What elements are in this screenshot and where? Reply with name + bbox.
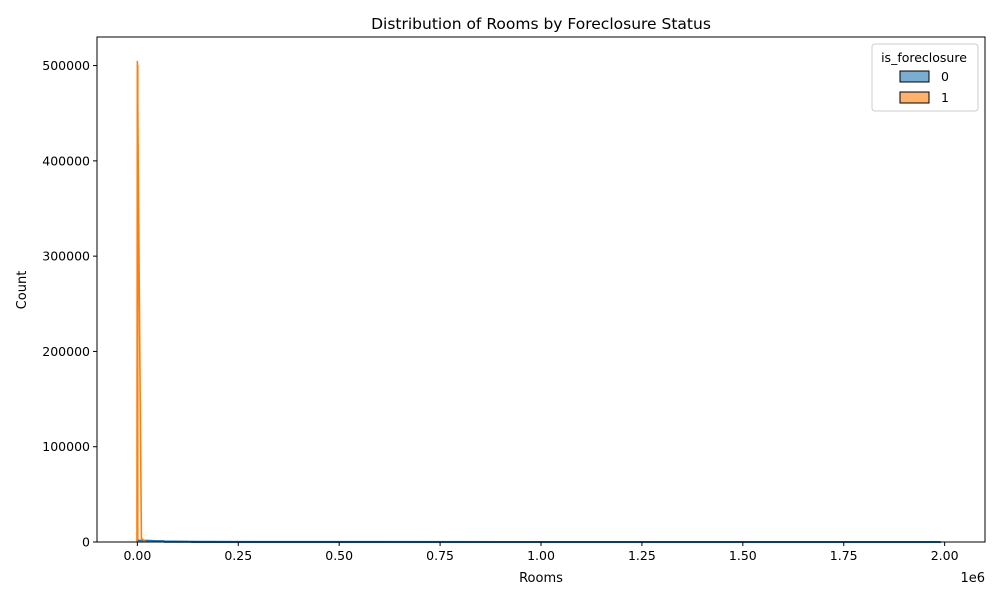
y-tick-label-1: 100000 bbox=[42, 439, 90, 454]
x-tick-label-0: 0.00 bbox=[123, 548, 151, 563]
y-tick-label-2: 200000 bbox=[42, 344, 90, 359]
plot-area bbox=[137, 61, 941, 543]
x-tick-label-3: 0.75 bbox=[426, 548, 454, 563]
x-tick-label-6: 1.50 bbox=[729, 548, 757, 563]
chart-title: Distribution of Rooms by Foreclosure Sta… bbox=[371, 15, 711, 33]
y-tick-label-4: 400000 bbox=[42, 153, 90, 168]
x-axis: 0.00 0.25 0.50 0.75 1.00 1.25 1.50 1.75 2.00 bbox=[123, 542, 958, 563]
y-tick-label-0: 0 bbox=[82, 535, 90, 550]
x-tick-label-8: 2.00 bbox=[931, 548, 959, 563]
y-tick-label-5: 500000 bbox=[42, 58, 90, 73]
x-axis-offset-label: 1e6 bbox=[960, 571, 985, 586]
legend: is_foreclosure 0 1 bbox=[872, 44, 978, 111]
y-axis: 0 100000 200000 300000 400000 500000 bbox=[42, 58, 97, 549]
legend-swatch-0 bbox=[900, 71, 929, 82]
legend-label-0: 0 bbox=[941, 69, 949, 84]
x-tick-label-2: 0.50 bbox=[325, 548, 353, 563]
x-tick-label-7: 1.75 bbox=[830, 548, 858, 563]
y-axis-label: Count bbox=[15, 271, 30, 310]
legend-title: is_foreclosure bbox=[881, 50, 967, 65]
y-tick-label-3: 300000 bbox=[42, 249, 90, 264]
x-tick-label-4: 1.00 bbox=[527, 548, 555, 563]
legend-label-1: 1 bbox=[941, 90, 949, 105]
x-tick-label-5: 1.25 bbox=[628, 548, 656, 563]
plot-frame bbox=[97, 37, 985, 542]
x-axis-label: Rooms bbox=[519, 571, 563, 586]
legend-swatch-1 bbox=[900, 92, 929, 103]
x-tick-label-1: 0.25 bbox=[224, 548, 252, 563]
